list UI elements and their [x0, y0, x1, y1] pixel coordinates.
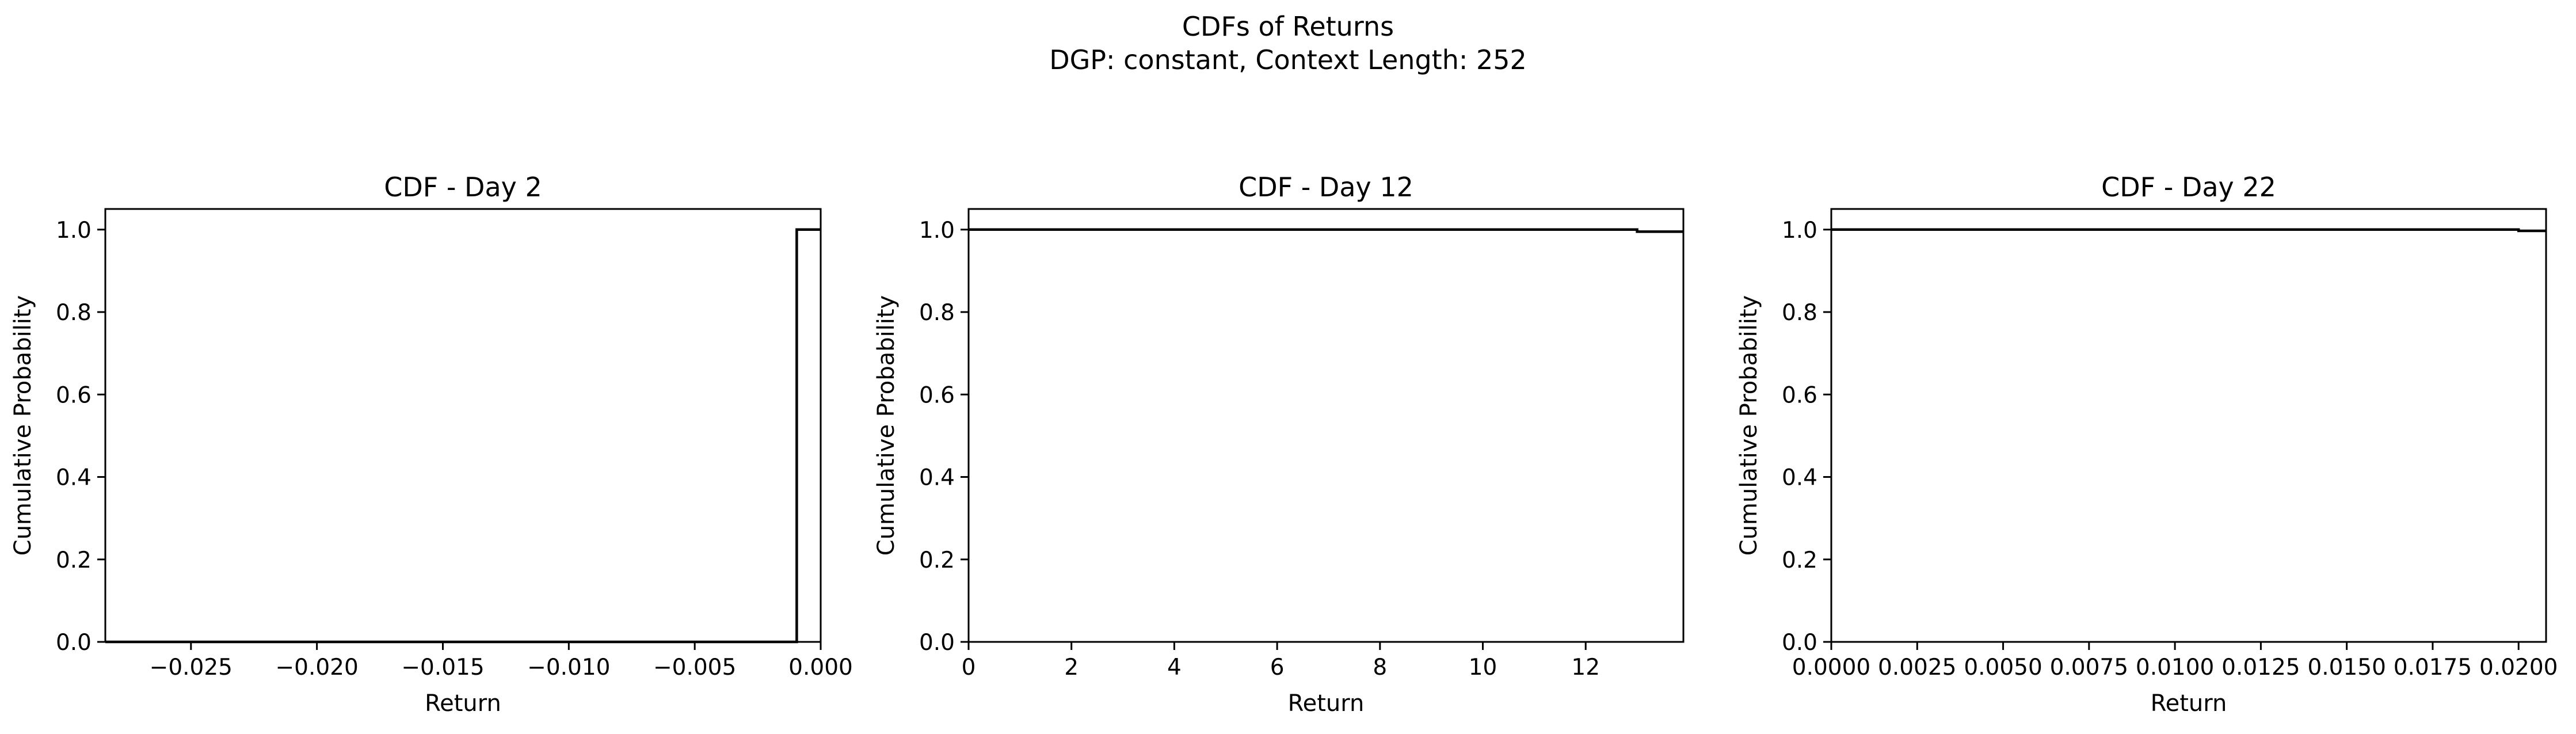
y-tick-label: 0.2 [56, 547, 92, 573]
subplot-day-12: 0 2 4 6 8 10 12 0.0 0.2 0.4 0.6 0.8 1.0 CDF - Day 12 R… [873, 172, 1685, 717]
x-tick-label: 6 [1270, 655, 1285, 680]
y-tick-label: 0.0 [1782, 630, 1817, 656]
y-tick-label: 0.8 [1782, 300, 1817, 326]
x-tick-label: −0.010 [527, 655, 610, 680]
subplot-title: CDF - Day 12 [1239, 172, 1413, 203]
y-tick-label: 0.6 [1782, 382, 1817, 408]
x-tick-label: 0.0150 [2307, 655, 2386, 680]
x-tick-label: 10 [1469, 655, 1497, 680]
y-tick-label: 0.2 [919, 547, 955, 573]
subplot-day-22: 0.0000 0.0025 0.0050 0.0075 0.0100 0.0125 0.01… [1736, 172, 2558, 717]
axes-frame [967, 208, 1685, 643]
x-tick-label: −0.005 [653, 655, 736, 680]
x-tick-label: −0.020 [275, 655, 358, 680]
x-tick-label: 12 [1571, 655, 1600, 680]
y-tick-label: 1.0 [919, 218, 955, 244]
x-axis-label: Return [425, 690, 501, 717]
x-tick-label: 0.0000 [1792, 655, 1870, 680]
x-tick-label: 0.0025 [1878, 655, 1956, 680]
x-tick-label: −0.015 [401, 655, 484, 680]
figure-subtitle: DGP: constant, Context Length: 252 [1049, 44, 1527, 75]
subplot-title: CDF - Day 22 [2101, 172, 2276, 203]
x-tick-label: 8 [1373, 655, 1387, 680]
y-axis-label: Cumulative Probability [1736, 295, 1762, 556]
x-tick-label: 0.000 [788, 655, 853, 680]
x-tick-label: 0.0100 [2136, 655, 2214, 680]
x-tick-label: 0.0075 [2050, 655, 2128, 680]
y-tick-label: 0.6 [56, 382, 92, 408]
y-tick-label: 0.8 [919, 300, 955, 326]
y-axis-label: Cumulative Probability [10, 295, 36, 556]
axes-frame [104, 208, 822, 643]
x-tick-label: 0.0175 [2394, 655, 2472, 680]
y-tick-label: 0.6 [919, 382, 955, 408]
subplot-title: CDF - Day 2 [384, 172, 542, 203]
y-tick-label: 1.0 [56, 218, 92, 244]
y-tick-label: 0.0 [919, 630, 955, 656]
cdf-series-line [969, 228, 1683, 233]
subplot-day-2: −0.025 −0.020 −0.015 −0.010 −0.005 0.000 0.0 0.… [10, 172, 853, 717]
x-tick-label: 2 [1064, 655, 1079, 680]
y-tick-label: 0.4 [919, 465, 955, 491]
x-tick-label: 0.0200 [2479, 655, 2558, 680]
axes-frame [1830, 208, 2547, 643]
y-tick-label: 0.4 [1782, 465, 1817, 491]
cdf-series-line [1831, 228, 2546, 233]
x-tick-label: 0 [962, 655, 976, 680]
y-axis-label: Cumulative Probability [873, 295, 900, 556]
y-tick-label: 0.8 [56, 300, 92, 326]
cdf-series-line [105, 228, 821, 644]
x-tick-label: 0.0050 [1964, 655, 2042, 680]
x-axis-label: Return [1288, 690, 1365, 717]
x-tick-label: 4 [1167, 655, 1182, 680]
y-tick-label: 1.0 [1782, 218, 1817, 244]
x-tick-label: 0.0125 [2221, 655, 2300, 680]
figure-suptitle: CDFs of Returns [1182, 11, 1394, 42]
x-axis-label: Return [2151, 690, 2227, 717]
y-tick-label: 0.2 [1782, 547, 1817, 573]
x-tick-label: −0.025 [150, 655, 233, 680]
y-tick-label: 0.0 [56, 630, 92, 656]
y-tick-label: 0.4 [56, 465, 92, 491]
